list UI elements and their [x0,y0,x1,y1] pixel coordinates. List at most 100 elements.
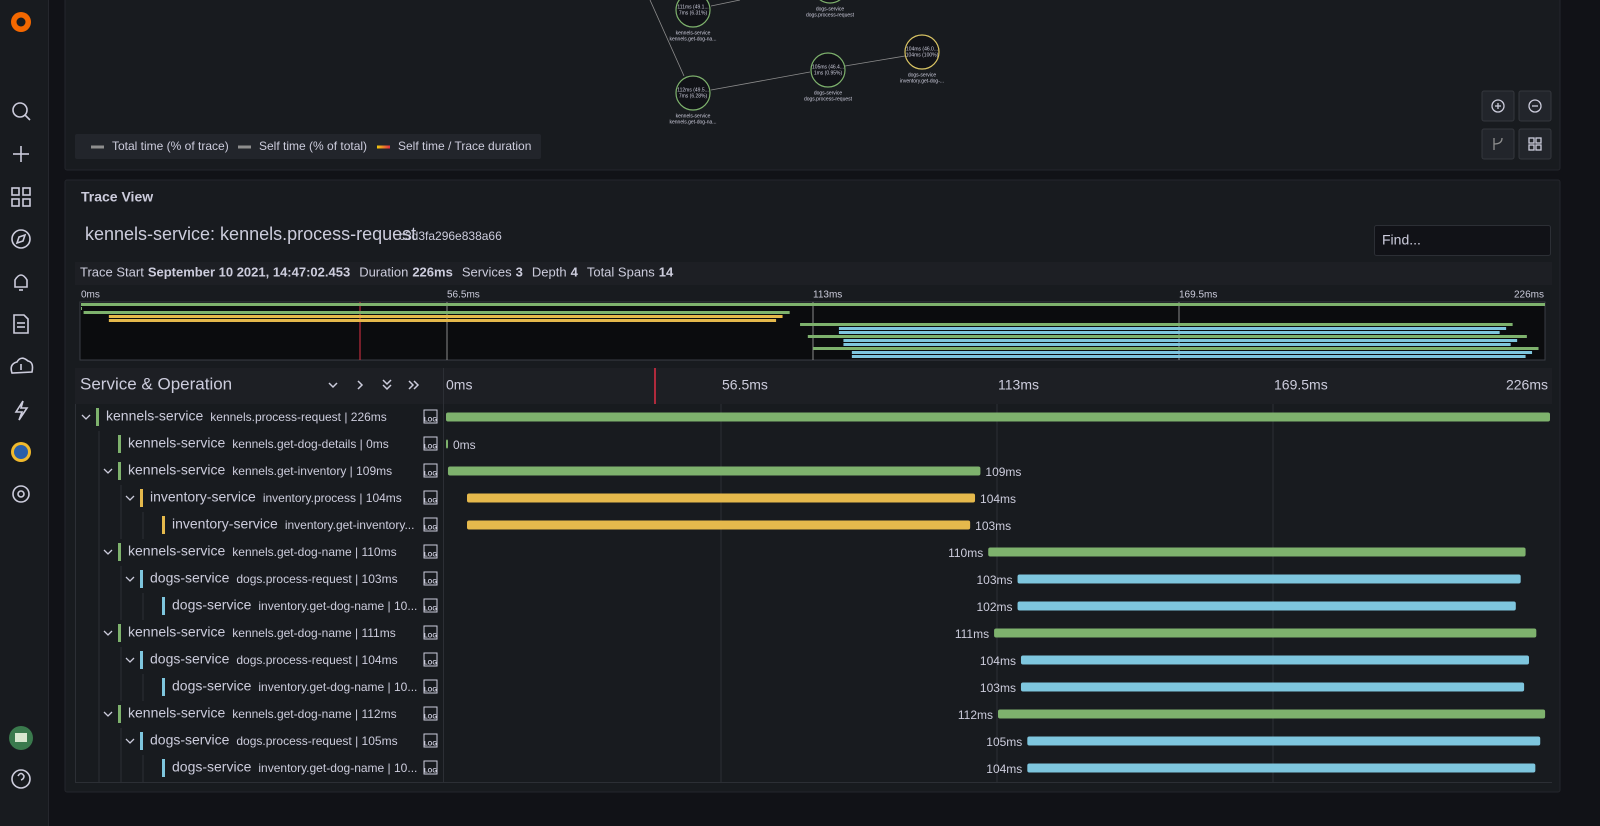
lightning-icon[interactable] [14,400,29,421]
span-duration-label: 0ms [453,438,476,452]
grid-button[interactable] [1518,128,1552,160]
log-icon[interactable] [423,652,438,667]
minimap-tick-label: 56.5ms [447,290,480,301]
column-title: Service & Operation [80,374,232,393]
log-icon[interactable] [423,733,438,748]
timeline-tick-label: 113ms [998,377,1039,393]
log-icon[interactable] [423,571,438,586]
span-bar [1017,601,1516,611]
search-icon[interactable] [12,102,31,121]
span-operation: kennels.get-dog-name | 111ms [232,626,395,640]
find-input[interactable] [1374,225,1551,256]
span-toggle[interactable] [81,414,91,420]
stat-value: September 10 2021, 14:47:02.453 [148,264,350,279]
log-icon[interactable] [423,760,438,775]
minimap-span [843,343,1511,346]
service-color [162,759,165,777]
log-icon-label: LOG [424,553,437,559]
span-toggle[interactable] [125,495,135,501]
log-icon[interactable] [423,544,438,559]
graph-button-icons [1491,99,1542,151]
sidebar-icons [10,102,34,789]
log-icon[interactable] [423,490,438,505]
log-icon[interactable] [423,517,438,532]
span-bar [1020,682,1525,692]
collapse-one[interactable] [328,382,338,389]
expand-one[interactable] [357,380,364,390]
log-icon[interactable] [423,463,438,478]
logo-hole [16,17,26,27]
explore-icon[interactable] [11,229,31,249]
span-bar [998,709,1546,719]
span-toggle[interactable] [125,576,135,582]
span-bar [447,466,981,476]
help-icon[interactable] [11,769,31,789]
service-color [140,570,143,588]
log-icon-label: LOG [424,688,437,694]
minimap-tick-label: 226ms [1514,290,1544,301]
alerting-icon[interactable] [14,274,28,291]
span-service: dogs-service [172,678,252,694]
stat-value: 4 [571,264,579,279]
span-service: kennels-service [128,543,225,559]
settings-icon[interactable] [12,485,30,503]
span-toggle[interactable] [103,468,113,474]
log-icon-label: LOG [424,661,437,667]
log-icon-label: LOG [424,472,437,478]
edge [710,71,811,91]
stat-value: 3 [516,264,523,279]
span-duration-label: 103ms [975,519,1011,533]
graph-node [819,0,841,4]
log-icon[interactable] [423,625,438,640]
node-label: kennels-service [676,113,711,119]
span-toggle[interactable] [103,630,113,636]
span-bar [988,547,1526,557]
stat-value: 226ms [412,264,452,279]
expand-all[interactable] [408,380,420,390]
log-icon[interactable] [423,436,438,451]
span-operation: kennels.process-request | 226ms [210,410,387,424]
timeline-header [75,368,1552,404]
timeline-tick-label: 169.5ms [1274,377,1328,393]
span-service: dogs-service [150,570,230,586]
span-toggle[interactable] [125,657,135,663]
collapse-all[interactable] [382,379,392,391]
span-operation: kennels.get-dog-name | 112ms [232,707,396,721]
span-duration-label: 104ms [980,492,1016,506]
span-toggle[interactable] [103,549,113,555]
span-operation: inventory.get-dog-name | 10... [258,680,417,694]
node-label: kennels.get-dog-na... [670,36,717,42]
span-duration-label: 104ms [980,654,1016,668]
span-bar [1020,655,1529,665]
service-color [118,543,121,561]
service-color [140,651,143,669]
span-toggle[interactable] [125,738,135,744]
dashboards-icon[interactable] [11,187,31,207]
timeline-tick-label: 226ms [1506,377,1548,393]
grafana-logo[interactable] [11,12,31,32]
minimap-span [838,331,1500,334]
span-bar [1017,574,1521,584]
stat-label: Trace Start [80,264,144,279]
span-service: kennels-service [106,408,203,424]
minimap-span [813,347,1539,350]
span-bar [446,412,1550,422]
node-label: dogs-service [908,72,937,78]
graph-node [675,0,711,28]
cloud-icon[interactable] [10,357,34,374]
log-icon[interactable] [423,598,438,613]
trace-title: kennels-service: kennels.process-request [85,224,416,244]
user-avatar[interactable] [9,726,33,750]
log-icon[interactable] [423,679,438,694]
node-stat: 7ms (6.28%) [679,93,708,99]
create-icon[interactable] [13,146,29,162]
reports-icon[interactable] [13,314,29,334]
legend-swatch [377,145,390,149]
service-color [140,489,143,507]
minimap-span [108,319,777,322]
log-icon[interactable] [423,409,438,424]
plugin-icon[interactable] [11,442,31,462]
span-toggle[interactable] [103,711,113,717]
span-operation: dogs.process-request | 103ms [236,572,397,586]
log-icon[interactable] [423,706,438,721]
